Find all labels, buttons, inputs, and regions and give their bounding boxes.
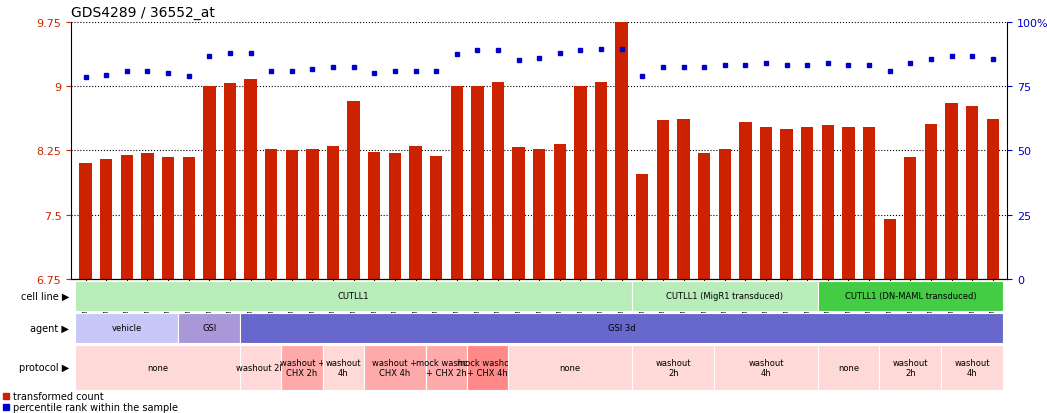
Bar (925, 124, 937, 279)
Text: mock washout
+ CHX 2h: mock washout + CHX 2h (416, 358, 476, 377)
Bar (905, 158, 916, 279)
Text: CUTLL1 (MigR1 transduced): CUTLL1 (MigR1 transduced) (666, 292, 783, 301)
Text: CUTLL1 (DN-MAML transduced): CUTLL1 (DN-MAML transduced) (845, 292, 976, 301)
Bar (286, 151, 298, 279)
Bar (595, 83, 607, 279)
Bar (409, 147, 422, 279)
Bar (739, 123, 752, 279)
Bar (327, 147, 339, 279)
Bar (637, 175, 648, 279)
Text: washout
2h: washout 2h (655, 358, 691, 377)
Text: mock washout
+ CHX 4h: mock washout + CHX 4h (458, 358, 518, 377)
Bar (512, 147, 525, 279)
Text: none: none (148, 363, 169, 372)
Bar (574, 87, 586, 279)
Text: washout
4h: washout 4h (749, 358, 784, 377)
Bar (780, 130, 793, 279)
Bar (492, 83, 505, 279)
Text: none: none (838, 363, 859, 372)
Bar (842, 128, 854, 279)
Bar (698, 154, 710, 279)
Bar (966, 107, 978, 279)
Bar (80, 164, 92, 279)
Bar (801, 128, 814, 279)
Bar (101, 159, 112, 279)
Bar (986, 119, 999, 279)
Bar (884, 219, 896, 279)
Text: protocol ▶: protocol ▶ (19, 363, 69, 373)
Bar (554, 145, 566, 279)
Bar (718, 149, 731, 279)
Text: washout +
CHX 4h: washout + CHX 4h (373, 358, 418, 377)
Text: washout 2h: washout 2h (237, 363, 285, 372)
Bar (677, 119, 690, 279)
Text: GDS4289 / 36552_at: GDS4289 / 36552_at (71, 6, 215, 20)
Text: CUTLL1: CUTLL1 (338, 292, 370, 301)
Text: vehicle: vehicle (112, 323, 142, 332)
Bar (616, 23, 628, 279)
Text: washout +
CHX 2h: washout + CHX 2h (280, 358, 325, 377)
Bar (224, 84, 237, 279)
Bar (760, 128, 773, 279)
Bar (244, 80, 257, 279)
Bar (306, 149, 318, 279)
Bar (533, 149, 545, 279)
Text: cell line ▶: cell line ▶ (21, 291, 69, 301)
Bar (203, 87, 216, 279)
Bar (430, 157, 442, 279)
Text: washout
4h: washout 4h (955, 358, 989, 377)
Bar (656, 121, 669, 279)
Bar (863, 128, 875, 279)
Bar (162, 158, 174, 279)
Bar (182, 158, 195, 279)
Text: none: none (559, 363, 581, 372)
Text: GSI: GSI (202, 323, 217, 332)
Bar (388, 154, 401, 279)
Text: agent ▶: agent ▶ (30, 323, 69, 333)
Bar (265, 149, 277, 279)
Text: transformed count: transformed count (13, 391, 104, 401)
Text: washout
4h: washout 4h (326, 358, 361, 377)
Bar (120, 155, 133, 279)
Bar (450, 87, 463, 279)
Bar (141, 154, 154, 279)
Bar (471, 87, 484, 279)
Bar (348, 102, 360, 279)
Text: GSI 3d: GSI 3d (608, 323, 636, 332)
Bar (369, 153, 380, 279)
Text: washout
2h: washout 2h (892, 358, 928, 377)
Text: percentile rank within the sample: percentile rank within the sample (13, 402, 178, 412)
Bar (945, 104, 958, 279)
Bar (822, 125, 834, 279)
